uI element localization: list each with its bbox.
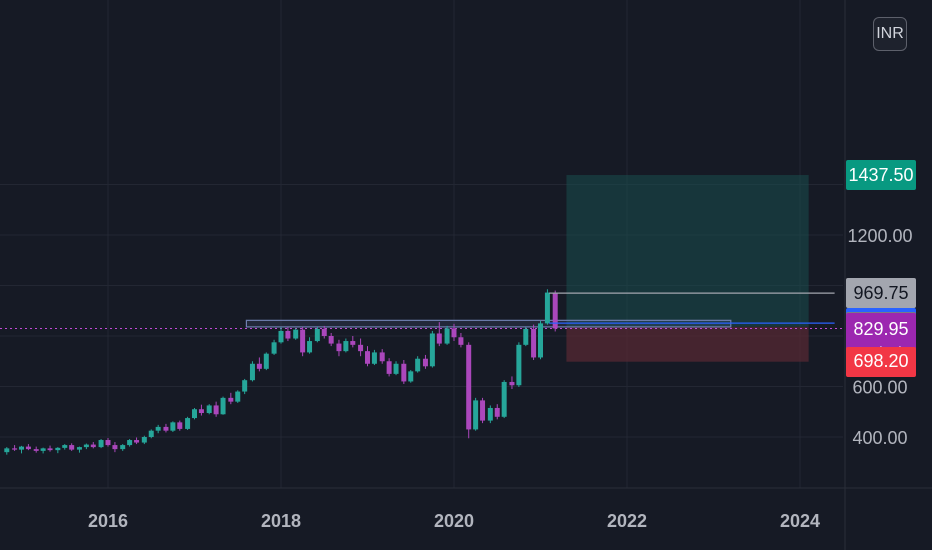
candle-body[interactable] [177,422,183,429]
candle-body[interactable] [278,330,284,343]
y-tick-label: 1200.00 [847,226,912,246]
candle-body[interactable] [19,446,24,450]
candle-body[interactable] [321,328,327,336]
candle-body[interactable] [386,361,392,374]
candle-body[interactable] [170,422,176,431]
candle-body[interactable] [408,371,414,382]
candle-body[interactable] [509,381,515,386]
candle-body[interactable] [307,341,313,353]
candle-body[interactable] [429,333,435,367]
candle-body[interactable] [134,440,140,443]
candle-body[interactable] [76,447,82,450]
candle-body[interactable] [466,344,472,430]
price-tag-value: 829.95 [853,319,909,340]
candle-body[interactable] [4,448,10,453]
candle-body[interactable] [12,448,18,450]
candle-body[interactable] [62,445,68,448]
candle-body[interactable] [127,440,133,446]
candle-body[interactable] [401,363,407,382]
candle-body[interactable] [328,336,334,344]
candle-body[interactable] [473,400,479,430]
candle-body[interactable] [271,342,277,354]
candle-body[interactable] [365,351,370,364]
candle-body[interactable] [69,445,75,450]
candle-body[interactable] [112,445,118,450]
candle-body[interactable] [185,418,191,429]
candle-body[interactable] [228,397,234,402]
candle-body[interactable] [105,440,111,446]
candle-body[interactable] [155,426,161,431]
candle-body[interactable] [141,437,147,443]
candle-body[interactable] [516,344,522,386]
x-tick-label: 2024 [780,511,820,531]
stop-loss-zone[interactable] [566,326,809,362]
candle-body[interactable] [293,329,299,339]
candle-body[interactable] [90,444,96,448]
candle-body[interactable] [33,449,39,451]
candle-body[interactable] [444,328,450,344]
candle-body[interactable] [343,341,349,352]
y-tick-label: 600.00 [852,378,907,398]
x-tick-label: 2022 [607,511,647,531]
candle-body[interactable] [523,328,529,345]
candle-body[interactable] [415,358,421,372]
currency-badge[interactable]: INR [873,17,907,51]
candle-body[interactable] [538,323,543,358]
candle-body[interactable] [314,328,320,342]
candle-body[interactable] [531,328,537,358]
price-tag: 1437.50 [846,160,916,191]
candle-body[interactable] [358,344,364,352]
candle-body[interactable] [393,363,399,374]
candle-body[interactable] [480,400,486,421]
candle-body[interactable] [120,445,126,450]
candle-body[interactable] [544,292,550,324]
x-tick-label: 2020 [434,511,474,531]
candle-body[interactable] [458,337,464,345]
candle-body[interactable] [206,405,212,414]
x-tick-label: 2016 [88,511,128,531]
x-tick-label: 2018 [261,511,301,531]
candle-body[interactable] [451,328,457,338]
candle-body[interactable] [220,397,226,415]
candle-body[interactable] [336,343,342,352]
candle-body[interactable] [379,352,385,362]
candle-body[interactable] [285,330,291,339]
candle-body[interactable] [83,444,89,448]
candle-body[interactable] [422,358,428,367]
candle-body[interactable] [371,352,377,364]
candle-body[interactable] [501,381,507,417]
candle-body[interactable] [25,446,31,450]
candle-body[interactable] [494,407,500,417]
candle-body[interactable] [163,426,169,431]
candle-body[interactable] [249,363,255,381]
candle-body[interactable] [436,333,442,344]
price-tag: 698.20 [846,346,916,377]
candle-body[interactable] [98,440,104,448]
candle-body[interactable] [487,407,493,421]
candle-body[interactable] [350,341,356,345]
candle-body[interactable] [198,409,204,414]
candle-body[interactable] [300,329,306,353]
candle-body[interactable] [552,292,558,329]
candle-body[interactable] [242,380,248,392]
candle-body[interactable] [263,353,269,369]
y-tick-label: 400.00 [852,428,907,448]
candle-body[interactable] [47,448,53,451]
profit-target-zone[interactable] [566,175,809,327]
candle-body[interactable] [192,409,197,419]
candle-body[interactable] [40,448,46,451]
candle-body[interactable] [235,391,241,402]
candle-body[interactable] [148,430,154,437]
candle-body[interactable] [55,447,61,451]
candle-body[interactable] [256,363,262,369]
price-tag: 969.75 [846,278,916,309]
candle-body[interactable] [213,405,219,415]
